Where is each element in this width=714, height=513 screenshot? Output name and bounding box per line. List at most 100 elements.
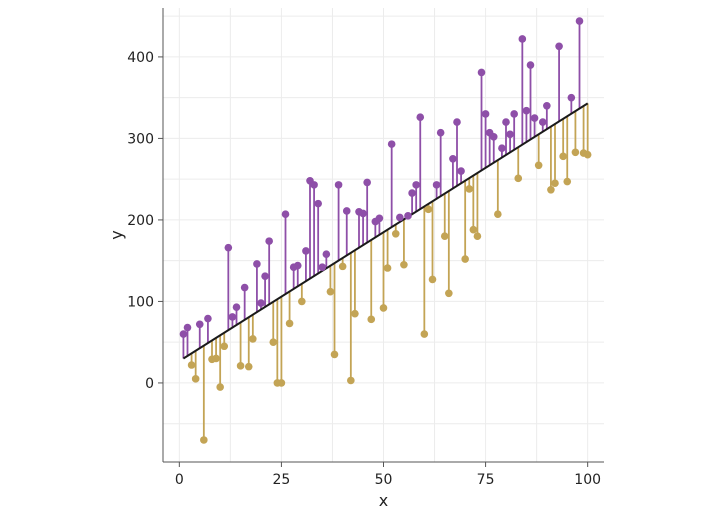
data-point [351,309,359,318]
data-point [404,212,412,220]
data-point [347,376,355,385]
data-point [224,243,233,252]
data-point [428,275,437,284]
axes [158,8,604,467]
data-point [342,207,351,215]
data-point [538,118,547,126]
data-point [526,61,535,69]
y-tick-label: 0 [145,376,154,392]
data-point [249,335,257,343]
data-point [551,179,559,188]
data-point [257,299,265,307]
data-points [179,17,592,444]
data-point [494,210,502,219]
data-point [183,323,192,332]
data-point [432,181,441,189]
data-point [261,272,269,280]
data-point [281,210,290,219]
tick-labels: 0 25 50 75 100 0 100 200 300 400 [127,50,601,488]
data-point [457,167,465,175]
x-tick-label: 25 [273,472,291,488]
data-point [216,383,224,391]
data-point [387,140,396,148]
data-point [498,144,506,152]
data-point [453,118,461,126]
data-point [253,260,261,268]
data-point [391,229,400,238]
y-tick-label: 100 [127,294,154,310]
data-point [200,436,208,444]
data-point [204,314,212,323]
data-point [530,114,539,122]
data-point [489,132,498,141]
data-point [375,214,384,223]
data-point [518,35,527,43]
data-point [383,264,392,272]
y-tick-label: 400 [127,50,154,66]
data-point [575,17,584,25]
data-point [330,350,339,359]
data-point [293,261,302,270]
data-point [461,255,469,263]
data-point [191,375,200,383]
x-axis-label: x [379,491,388,510]
x-tick-label: 100 [574,472,601,488]
data-point [449,154,457,163]
y-axis-label: y [107,230,126,239]
y-tick-label: 300 [127,131,154,147]
data-point [436,128,445,137]
data-point [179,330,188,338]
data-point [547,185,555,194]
data-point [187,361,196,369]
data-point [420,330,429,338]
regression-line [182,102,589,360]
data-point [240,283,249,292]
x-tick-label: 50 [375,472,393,488]
data-point [481,110,490,118]
data-point [310,181,318,189]
data-point [465,185,474,193]
data-point [269,338,278,346]
data-point [534,161,543,170]
data-point [522,106,531,115]
data-point [440,232,449,241]
data-point [555,42,563,51]
data-point [220,342,229,351]
data-point [379,304,388,312]
data-point [506,130,514,139]
y-tick-label: 200 [127,213,154,229]
data-point [473,232,482,241]
data-point [277,379,286,387]
x-tick-label: 75 [477,472,495,488]
data-point [514,174,523,183]
data-point [502,118,510,126]
data-point [363,178,371,187]
data-point [396,213,404,222]
data-point [236,362,245,370]
data-point [244,362,253,371]
data-point [195,320,204,329]
data-point [408,189,416,197]
data-point [416,113,425,122]
data-point [232,303,241,311]
data-point [510,110,518,118]
data-point [338,262,347,271]
data-point [477,68,486,77]
data-point [567,93,576,102]
data-point [571,148,580,157]
data-point [212,354,220,363]
data-point [412,181,420,189]
data-point [469,225,478,234]
data-point [367,315,376,324]
data-point [359,209,367,218]
data-point [228,313,237,321]
data-point [559,152,567,161]
data-point [543,102,551,110]
data-point [334,181,343,189]
regression-line-group [182,102,589,360]
data-point [314,199,322,208]
data-point [265,237,273,245]
data-point [424,205,433,214]
data-point [400,260,408,269]
data-point [322,250,331,258]
